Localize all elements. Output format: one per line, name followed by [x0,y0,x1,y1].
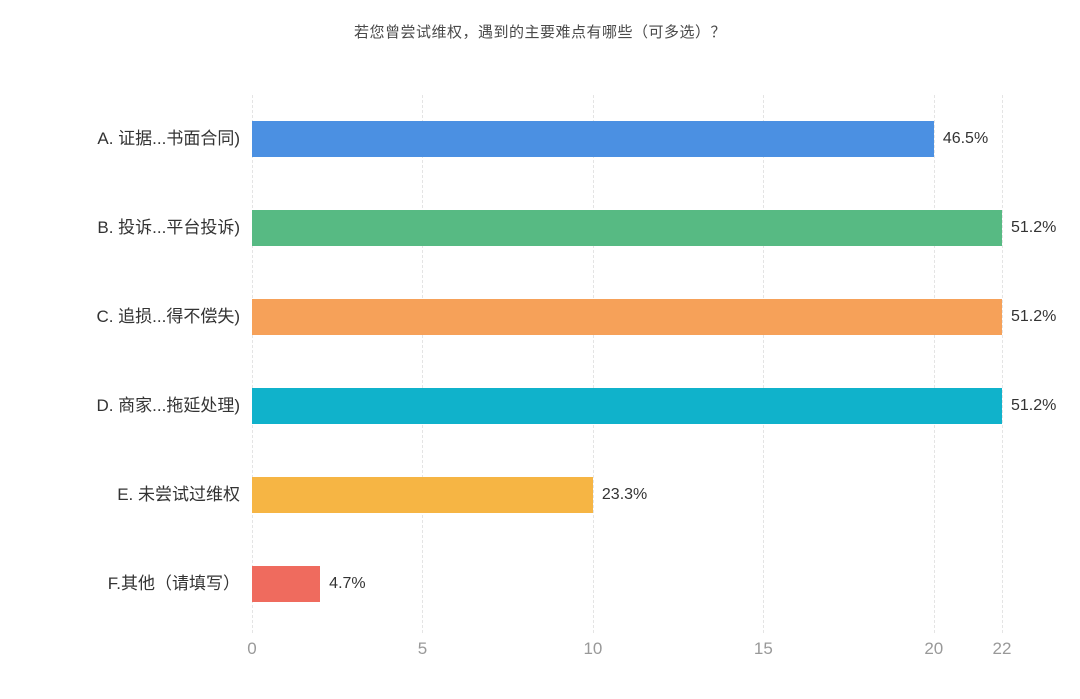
bar [252,210,1002,247]
gridline [422,95,424,633]
x-axis-tick-label: 0 [247,639,257,658]
x-axis-tick-label: 22 [992,639,1012,658]
category-label: B. 投诉...平台投诉) [97,218,240,238]
bar-value-label: 46.5% [942,130,989,148]
bar [252,476,593,513]
bar-value-label: 51.2% [1011,308,1057,326]
bar-value-label: 51.2% [1011,396,1057,414]
category-label: D. 商家...拖延处理) [96,395,240,415]
gridline [592,95,594,633]
chart-title: 若您曾尝试维权，遇到的主要难点有哪些（可多选）？ [353,24,726,41]
bar-row: 23.3% [252,476,1002,513]
gridline [252,95,253,633]
bar-row: 51.2% [252,210,1056,247]
x-axis-tick-label: 5 [417,639,428,658]
gridline [763,95,765,633]
bar-value-label: 51.2% [1011,219,1057,237]
category-label: C. 追损...得不偿失) [96,307,240,327]
bar-row: 46.5% [252,121,1002,158]
category-label: E. 未尝试过维权 [117,484,240,504]
bar [252,121,934,158]
bar-row: 51.2% [252,299,1056,336]
gridline [1002,95,1003,633]
bar [252,565,321,602]
bar-value-label: 4.7% [329,574,366,592]
bar [252,299,1002,336]
plot-area: 46.5% 51.2% 51.2% 51.2% 23.3% 4.7% [252,95,1056,633]
bar-row: 4.7% [252,565,1002,602]
category-label: F.其他（请填写） [107,573,240,593]
bar-row: 51.2% [252,387,1056,424]
category-label: A. 证据...书面合同) [97,129,240,149]
x-axis-tick-label: 15 [753,639,773,658]
x-axis-tick-label: 10 [583,639,603,658]
gridline [933,95,935,633]
x-axis-tick-label: 20 [924,639,944,658]
bar-value-label: 23.3% [601,485,648,503]
bar [252,387,1002,424]
